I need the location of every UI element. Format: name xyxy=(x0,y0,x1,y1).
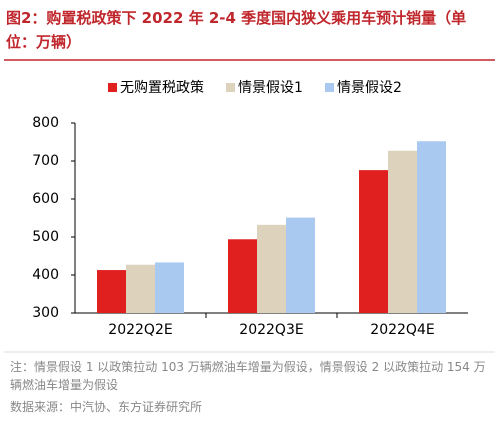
legend-swatch xyxy=(108,83,117,92)
y-tick-label: 600 xyxy=(32,191,59,207)
x-tick-label: 2022Q4E xyxy=(370,322,434,338)
y-tick-label: 400 xyxy=(32,267,59,283)
bar xyxy=(228,239,257,313)
bar xyxy=(257,224,286,313)
y-tick-label: 300 xyxy=(32,305,59,321)
source: 数据来源：中汽协、东方证券研究所 xyxy=(10,400,203,414)
bar xyxy=(97,270,126,313)
bar xyxy=(155,262,184,313)
y-tick-label: 500 xyxy=(32,229,59,245)
note: 注：情景假设 1 以政策拉动 103 万辆燃油车增量为假设，情景假设 2 以政策… xyxy=(10,360,486,392)
x-tick-label: 2022Q3E xyxy=(239,322,303,338)
x-tick-label: 2022Q2E xyxy=(108,322,172,338)
chart-title: 图2：购置税政策下 2022 年 2-4 季度国内狭义乘用车预计销量（单位：万辆… xyxy=(6,9,467,51)
legend-label: 无购置税政策 xyxy=(120,79,204,96)
bar xyxy=(126,264,155,313)
y-tick-label: 700 xyxy=(32,153,59,169)
bar xyxy=(417,141,446,313)
legend-swatch xyxy=(226,83,235,92)
y-tick-label: 800 xyxy=(32,115,59,131)
legend-label: 情景假设2 xyxy=(337,80,402,96)
bar xyxy=(359,170,388,313)
bar xyxy=(286,217,315,313)
legend-label: 情景假设1 xyxy=(238,80,303,96)
bar xyxy=(388,150,417,313)
legend-swatch xyxy=(325,83,334,92)
